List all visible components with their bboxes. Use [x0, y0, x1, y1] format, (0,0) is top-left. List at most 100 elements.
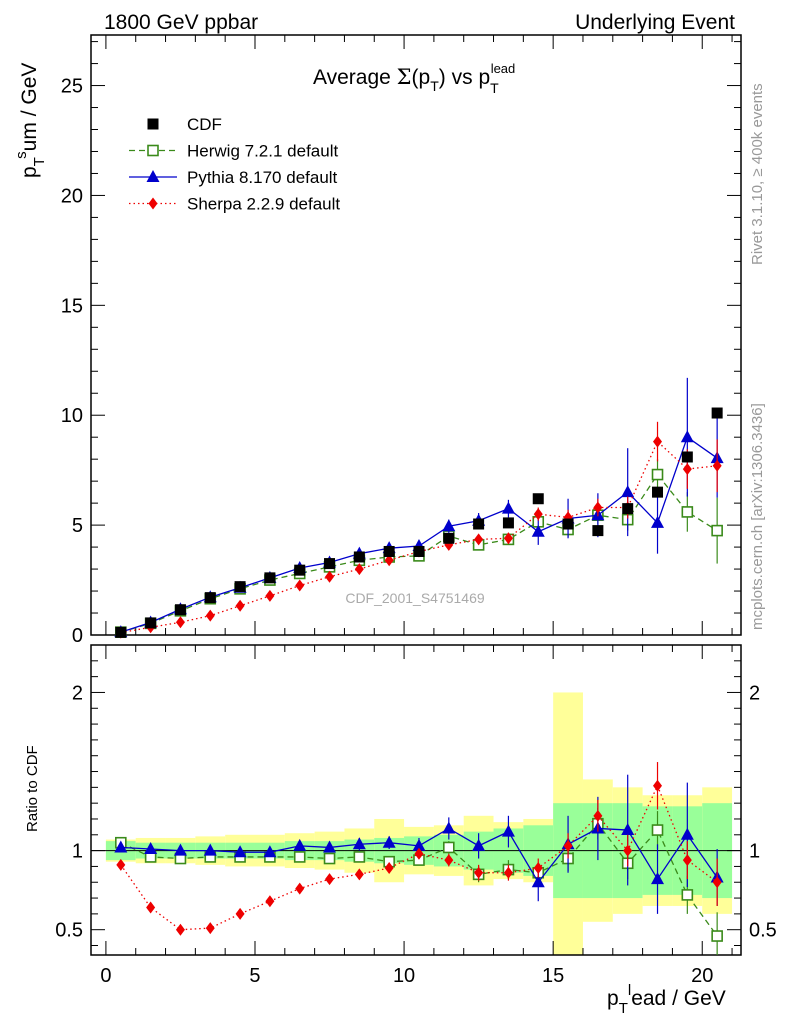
point-herwig: [681, 889, 694, 901]
point-cdf: [115, 626, 127, 638]
main-ylabel: pTsum / GeV: [13, 63, 48, 178]
plot-title: Average Σ(pT) vs pTlead: [313, 61, 515, 96]
point-sherpa: [325, 873, 335, 886]
svg-text:pTlead / GeV: pTlead / GeV: [607, 982, 726, 1017]
point-cdf: [353, 551, 365, 563]
point-sherpa: [235, 907, 245, 920]
point-sherpa: [265, 589, 275, 602]
point-pythia: [501, 501, 515, 514]
point-cdf: [502, 517, 514, 529]
point-pythia: [621, 823, 635, 836]
point-sherpa: [474, 533, 484, 546]
point-sherpa: [205, 922, 215, 935]
header-right: Underlying Event: [575, 11, 735, 34]
point-sherpa: [146, 901, 156, 914]
point-sherpa: [653, 435, 663, 448]
point-sherpa: [444, 854, 454, 867]
point-sherpa: [295, 579, 305, 592]
point-cdf: [294, 564, 306, 576]
mcplots-label: mcplots.cern.ch [arXiv:1306.3436]: [749, 403, 766, 630]
point-pythia: [442, 821, 456, 834]
point-sherpa: [682, 854, 692, 867]
point-cdf: [652, 486, 664, 498]
point-cdf: [711, 407, 723, 419]
ratio-tick-label-left: 2: [72, 682, 83, 704]
point-sherpa: [623, 844, 633, 857]
legend-marker-pythia: [146, 170, 160, 182]
point-cdf: [145, 617, 157, 629]
series-sherpa: [116, 421, 722, 639]
point-herwig: [442, 841, 455, 854]
point-sherpa: [682, 463, 692, 476]
point-sherpa: [503, 866, 513, 879]
point-cdf: [622, 503, 634, 515]
point-sherpa: [205, 609, 215, 622]
point-sherpa: [474, 866, 484, 879]
point-pythia: [651, 872, 665, 885]
point-sherpa: [265, 895, 275, 908]
point-pythia: [203, 843, 217, 856]
point-pythia: [442, 519, 456, 532]
y-tick-label: 15: [61, 295, 83, 317]
point-sherpa: [175, 923, 185, 936]
point-sherpa: [533, 862, 543, 875]
legend-label-cdf: CDF: [187, 115, 222, 134]
point-sherpa: [712, 876, 722, 889]
point-sherpa: [384, 554, 394, 567]
point-cdf: [204, 592, 216, 604]
point-herwig: [651, 824, 664, 836]
y-tick-label: 10: [61, 405, 83, 427]
ratio-tick-label-right: 1: [749, 841, 760, 863]
point-sherpa: [295, 882, 305, 895]
point-cdf: [174, 604, 186, 616]
point-cdf: [383, 545, 395, 557]
point-pythia: [263, 845, 277, 858]
point-cdf: [413, 545, 425, 557]
point-pythia: [680, 430, 694, 443]
legend-marker-sherpa: [148, 197, 158, 210]
point-sherpa: [235, 599, 245, 612]
x-tick-label: 0: [100, 965, 111, 987]
point-pythia: [144, 842, 158, 855]
point-pythia: [472, 838, 486, 851]
y-tick-label: 25: [61, 76, 83, 98]
point-cdf: [324, 558, 336, 570]
point-sherpa: [354, 563, 364, 576]
point-sherpa: [563, 839, 573, 852]
point-cdf: [562, 518, 574, 530]
header-left: 1800 GeV ppbar: [104, 11, 258, 34]
point-sherpa: [325, 570, 335, 583]
point-herwig: [323, 852, 336, 865]
legend-label-sherpa: Sherpa 2.2.9 default: [187, 195, 340, 214]
point-sherpa: [503, 532, 513, 545]
ratio-tick-label-left: 0.5: [55, 920, 83, 942]
point-cdf: [443, 532, 455, 544]
point-pythia: [382, 835, 396, 848]
point-sherpa: [354, 868, 364, 881]
point-cdf: [264, 572, 276, 584]
point-pythia: [412, 838, 426, 851]
x-tick-label: 10: [393, 965, 415, 987]
point-cdf: [473, 518, 485, 530]
x-tick-label: 15: [542, 965, 564, 987]
ratio-panel: 0 5 10 15 20 0.5 0.5 1 1 2 2: [55, 644, 777, 987]
point-sherpa: [116, 858, 126, 871]
point-cdf: [532, 493, 544, 505]
point-sherpa: [384, 862, 394, 875]
legend-label-herwig: Herwig 7.2.1 default: [187, 142, 338, 161]
point-pythia: [323, 840, 337, 853]
legend-marker-cdf: [147, 118, 159, 130]
ratio-frame: [90, 644, 742, 956]
point-sherpa: [414, 847, 424, 860]
svg-text:pTsum / GeV: pTsum / GeV: [13, 63, 48, 178]
legend-marker-herwig: [147, 144, 159, 157]
point-herwig: [293, 851, 306, 863]
point-sherpa: [712, 459, 722, 472]
point-pythia: [531, 875, 545, 888]
svg-text:Average Σ(pT) vs pTlead: Average Σ(pT) vs pTlead: [313, 61, 515, 96]
point-pythia: [293, 838, 307, 851]
rivet-label: Rivet 3.1.10, ≥ 400k events: [749, 83, 766, 265]
legend-label-pythia: Pythia 8.170 default: [187, 168, 338, 187]
point-pythia: [352, 837, 366, 850]
